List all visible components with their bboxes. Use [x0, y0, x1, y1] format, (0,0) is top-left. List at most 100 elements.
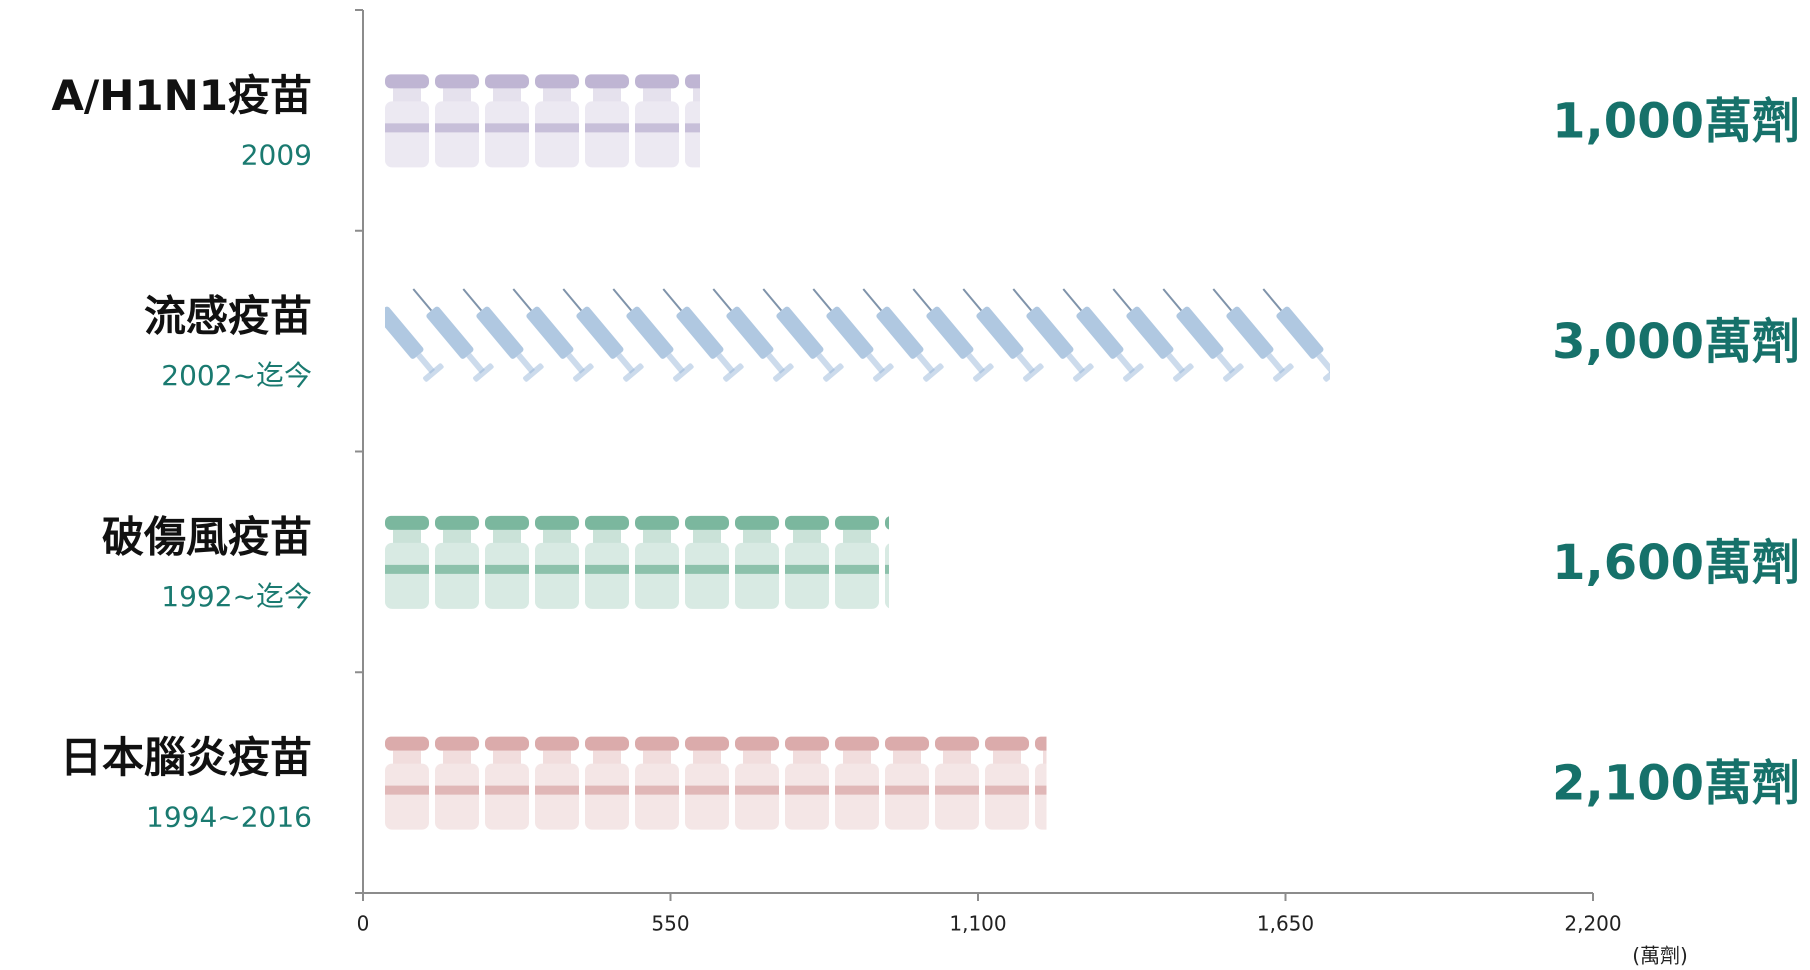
vial-cap — [735, 516, 779, 530]
syringe-needle — [1113, 289, 1131, 310]
period-label: 1994~2016 — [146, 801, 312, 834]
vial-cap — [535, 737, 579, 751]
value-label: 1,000萬劑 — [1552, 93, 1800, 149]
vial-neck — [543, 88, 571, 101]
vial-neck — [793, 530, 821, 543]
vial-band — [735, 786, 779, 795]
vial-band — [435, 565, 479, 574]
vial-body — [485, 543, 529, 609]
vial-cap — [585, 737, 629, 751]
vial-cap — [385, 737, 429, 751]
period-label: 1992~迄今 — [161, 580, 312, 613]
vial-body — [735, 764, 779, 830]
syringe — [854, 281, 944, 382]
vial-neck — [593, 530, 621, 543]
syringe-barrel — [675, 305, 725, 360]
pictogram-row — [354, 281, 1344, 382]
vial-cap — [885, 516, 929, 530]
vial-neck — [743, 751, 771, 764]
syringe-barrel — [975, 305, 1025, 360]
syringe-barrel — [825, 305, 875, 360]
vial-band — [885, 786, 929, 795]
syringe — [904, 281, 994, 382]
syringe-needle — [1063, 289, 1081, 310]
vial-band — [885, 565, 929, 574]
chart: (萬劑) 05501,1001,6502,200A/H1N1疫苗20091,00… — [0, 0, 1810, 970]
vial-neck — [1043, 751, 1071, 764]
vial-band — [785, 565, 829, 574]
vial-band — [585, 123, 629, 132]
syringe — [1204, 281, 1294, 382]
syringe — [404, 281, 494, 382]
vial-band — [1035, 786, 1079, 795]
category-label: 日本腦炎疫苗 — [60, 733, 312, 782]
syringe-barrel — [625, 305, 675, 360]
vial-cap — [585, 516, 629, 530]
vial-body — [835, 543, 879, 609]
vial-neck — [493, 530, 521, 543]
syringe — [1154, 281, 1244, 382]
vial-cap — [485, 737, 529, 751]
value-label: 1,600萬劑 — [1552, 535, 1800, 591]
vial-band — [385, 565, 429, 574]
vial-neck — [693, 88, 721, 101]
x-tick-label: 0 — [357, 912, 370, 936]
vial-band — [935, 786, 979, 795]
pictogram-row — [385, 74, 729, 167]
vial-cap — [1035, 737, 1079, 751]
vial-neck — [443, 88, 471, 101]
vial-cap — [485, 516, 529, 530]
vial-neck — [843, 751, 871, 764]
vial-body — [585, 543, 629, 609]
vial-body — [685, 764, 729, 830]
vial-cap — [435, 74, 479, 88]
syringe-needle — [1213, 289, 1231, 310]
vial-body — [435, 543, 479, 609]
vial-body — [685, 101, 729, 167]
vial-cap — [885, 737, 929, 751]
syringe-needle — [763, 289, 781, 310]
syringe-barrel — [775, 305, 825, 360]
vial-band — [835, 565, 879, 574]
vial-neck — [893, 751, 921, 764]
vial-band — [485, 565, 529, 574]
vial-body — [485, 101, 529, 167]
vial-band — [385, 786, 429, 795]
vial-neck — [893, 530, 921, 543]
vial-body — [885, 543, 929, 609]
syringe — [1254, 281, 1344, 382]
syringe — [1054, 281, 1144, 382]
vial-band — [535, 123, 579, 132]
syringe — [504, 281, 594, 382]
syringe-barrel — [1275, 305, 1325, 360]
syringe-needle — [713, 289, 731, 310]
vial-cap — [635, 516, 679, 530]
pictogram-row — [385, 516, 929, 609]
vial-band — [435, 123, 479, 132]
vial-cap — [835, 737, 879, 751]
syringe-barrel — [875, 305, 925, 360]
vial-neck — [743, 530, 771, 543]
vial-body — [1035, 764, 1079, 830]
vial-body — [635, 101, 679, 167]
syringe-needle — [363, 289, 381, 310]
period-label: 2002~迄今 — [161, 359, 312, 392]
syringe — [554, 281, 644, 382]
vial-body — [785, 543, 829, 609]
category-label: 流感疫苗 — [144, 292, 312, 341]
x-tick-label: 1,100 — [949, 912, 1006, 936]
vial-neck — [493, 751, 521, 764]
vial-band — [535, 565, 579, 574]
vial-band — [485, 786, 529, 795]
category-label: 破傷風疫苗 — [102, 512, 312, 561]
vial-cap — [435, 516, 479, 530]
vial-body — [585, 101, 629, 167]
vial-band — [535, 786, 579, 795]
vial-neck — [693, 751, 721, 764]
syringe-needle — [813, 289, 831, 310]
vial-neck — [643, 530, 671, 543]
vial-band — [635, 123, 679, 132]
vial-body — [885, 764, 929, 830]
vial-band — [785, 786, 829, 795]
syringe-plunger — [1316, 353, 1335, 374]
